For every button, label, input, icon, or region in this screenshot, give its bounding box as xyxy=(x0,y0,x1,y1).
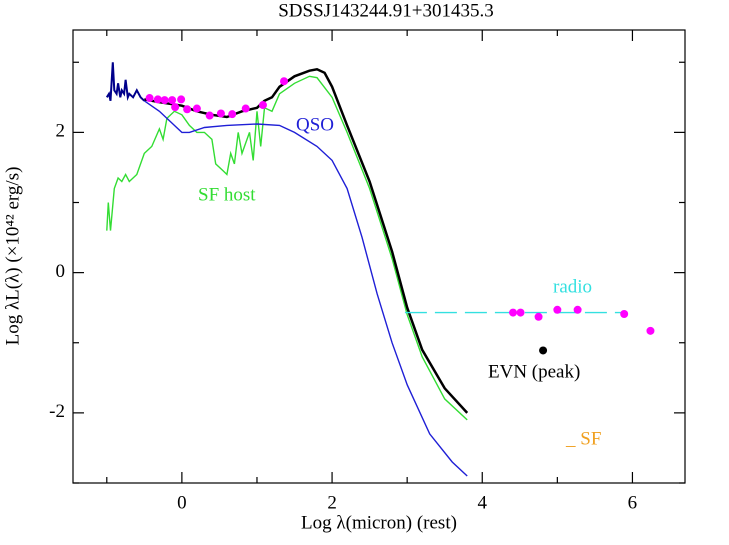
data-point xyxy=(177,95,186,104)
data-point xyxy=(168,96,177,105)
data-point xyxy=(171,103,180,112)
x-tick-label: 4 xyxy=(478,492,488,513)
data-point xyxy=(258,101,267,110)
plot-frame xyxy=(72,29,686,484)
data-point xyxy=(145,94,154,103)
data-point xyxy=(216,109,225,118)
data-point xyxy=(160,96,169,105)
data-point xyxy=(573,305,582,314)
data-point xyxy=(228,110,237,119)
series-line xyxy=(105,62,145,102)
x-tick-label: 2 xyxy=(327,492,337,513)
data-point xyxy=(153,95,162,104)
data-point xyxy=(241,104,250,113)
data-point xyxy=(192,104,201,113)
x-tick-label: 0 xyxy=(177,492,187,513)
data-point xyxy=(205,111,214,120)
data-point xyxy=(534,312,543,321)
data-point xyxy=(280,77,289,86)
annotation: radio xyxy=(553,276,592,297)
series-line xyxy=(106,75,468,421)
y-tick-label: -2 xyxy=(49,401,65,422)
data-point xyxy=(509,308,518,317)
annotation: SF host xyxy=(198,184,256,205)
annotation: QSO xyxy=(296,114,334,135)
data-point xyxy=(553,305,562,314)
data-point xyxy=(539,346,548,355)
data-point xyxy=(516,308,525,317)
annotation: EVN (peak) xyxy=(488,361,580,382)
y-tick-label: 0 xyxy=(56,261,66,282)
x-tick-label: 6 xyxy=(628,492,638,513)
data-point xyxy=(620,310,629,319)
chart-title: SDSSJ143244.91+301435.3 xyxy=(278,0,494,21)
data-point xyxy=(646,326,655,335)
x-axis-label: Log λ(micron) (rest) xyxy=(301,512,457,533)
series-line xyxy=(143,100,468,477)
y-tick-label: 2 xyxy=(56,121,66,142)
annotation: _ SF xyxy=(565,428,601,449)
data-point xyxy=(183,105,192,114)
y-axis-label: Log λL(λ) (×10⁴² erg/s) xyxy=(2,167,23,346)
